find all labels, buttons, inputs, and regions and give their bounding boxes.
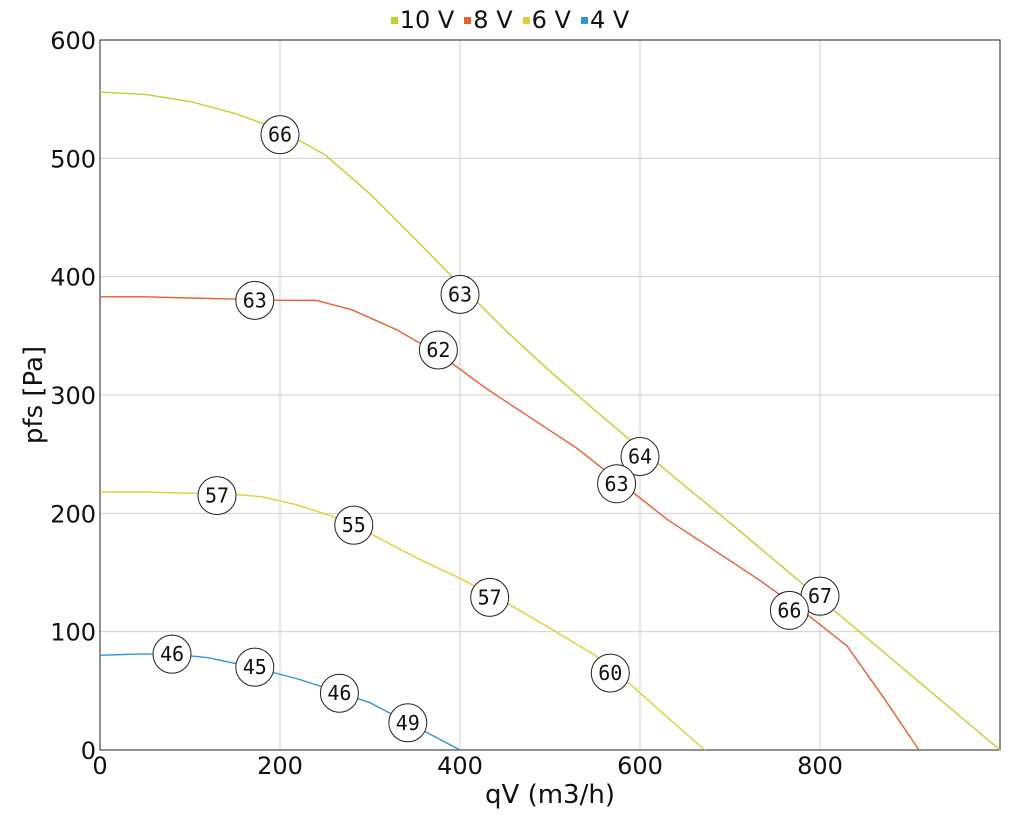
marker-label: 45 bbox=[243, 655, 267, 679]
legend-swatch bbox=[522, 16, 530, 24]
marker-circle bbox=[197, 476, 237, 516]
data-marker: 63 bbox=[597, 464, 637, 504]
marker-label: 60 bbox=[598, 661, 622, 685]
y-tick-label: 200 bbox=[50, 500, 96, 528]
data-marker: 63 bbox=[440, 274, 480, 314]
data-marker: 66 bbox=[769, 590, 809, 630]
y-tick-label: 500 bbox=[50, 145, 96, 173]
legend-item[interactable]: 10 V bbox=[390, 6, 455, 34]
plot-frame bbox=[99, 39, 1001, 751]
marker-circle bbox=[597, 464, 637, 504]
marker-circle bbox=[319, 673, 359, 713]
marker-layer: 66 63 64 67 63 62 63 66 57 55 57 60 46 45 46 49 bbox=[152, 115, 840, 743]
x-tick-label: 400 bbox=[437, 752, 483, 780]
marker-label: 66 bbox=[268, 123, 292, 147]
marker-circle bbox=[152, 634, 192, 674]
marker-circle bbox=[235, 280, 275, 320]
legend-item[interactable]: 6 V bbox=[522, 6, 571, 34]
legend-item[interactable]: 4 V bbox=[580, 6, 630, 34]
data-marker: 62 bbox=[418, 330, 458, 370]
data-marker: 45 bbox=[235, 647, 275, 687]
marker-circle bbox=[418, 330, 458, 370]
marker-circle bbox=[470, 577, 510, 617]
marker-circle bbox=[235, 647, 275, 687]
marker-circle bbox=[590, 653, 630, 693]
data-marker: 46 bbox=[319, 673, 359, 713]
data-marker: 67 bbox=[800, 576, 840, 616]
y-tick-label: 600 bbox=[50, 27, 96, 55]
marker-label: 67 bbox=[808, 584, 832, 608]
legend-label: 10 V bbox=[399, 6, 455, 34]
marker-label: 63 bbox=[448, 282, 472, 306]
data-marker: 63 bbox=[235, 280, 275, 320]
y-tick-label: 400 bbox=[50, 264, 96, 292]
marker-circle bbox=[388, 703, 428, 743]
marker-circle bbox=[769, 590, 809, 630]
marker-label: 46 bbox=[160, 642, 184, 666]
marker-circle bbox=[440, 274, 480, 314]
marker-label: 55 bbox=[342, 513, 366, 537]
marker-label: 62 bbox=[426, 338, 450, 362]
grid-layer bbox=[99, 39, 1000, 751]
series-layer bbox=[99, 91, 1001, 751]
legend-swatch bbox=[390, 16, 398, 24]
y-axis-title: pfs [Pa] bbox=[19, 346, 49, 444]
x-axis-title: qV (m3/h) bbox=[485, 780, 615, 810]
y-tick-label: 300 bbox=[50, 382, 96, 410]
marker-label: 63 bbox=[243, 288, 267, 312]
legend-swatch bbox=[464, 16, 472, 24]
marker-label: 64 bbox=[628, 445, 652, 469]
data-marker: 60 bbox=[590, 653, 630, 693]
marker-label: 57 bbox=[205, 484, 229, 508]
tick-layer: 0 200 400 600 800 0 100 200 300 400 500 600 bbox=[50, 27, 843, 780]
y-tick-label: 0 bbox=[81, 737, 96, 765]
marker-label: 49 bbox=[396, 711, 420, 735]
marker-label: 46 bbox=[327, 681, 351, 705]
legend-label: 4 V bbox=[589, 6, 630, 34]
legend-label: 8 V bbox=[473, 6, 513, 34]
data-marker: 57 bbox=[470, 577, 510, 617]
x-tick-label: 600 bbox=[617, 752, 663, 780]
x-tick-label: 200 bbox=[257, 752, 303, 780]
data-marker: 46 bbox=[152, 634, 192, 674]
legend-label: 6 V bbox=[531, 6, 571, 34]
chart-legend: 10 V 8 V 6 V 4 V bbox=[0, 6, 1020, 34]
series-line-0 bbox=[99, 91, 1001, 751]
marker-circle bbox=[334, 505, 374, 545]
legend-item[interactable]: 8 V bbox=[464, 6, 513, 34]
data-marker: 55 bbox=[334, 505, 374, 545]
y-tick-label: 100 bbox=[50, 619, 96, 647]
data-marker: 64 bbox=[620, 437, 660, 477]
marker-label: 57 bbox=[478, 585, 502, 609]
data-marker: 66 bbox=[260, 115, 300, 155]
marker-circle bbox=[260, 115, 300, 155]
marker-circle bbox=[620, 437, 660, 477]
marker-label: 66 bbox=[777, 598, 801, 622]
data-marker: 57 bbox=[197, 476, 237, 516]
series-line-1 bbox=[100, 296, 920, 751]
legend-swatch bbox=[580, 16, 588, 24]
x-tick-label: 0 bbox=[92, 752, 107, 780]
x-tick-label: 800 bbox=[797, 752, 843, 780]
data-marker: 49 bbox=[388, 703, 428, 743]
marker-label: 63 bbox=[605, 472, 629, 496]
